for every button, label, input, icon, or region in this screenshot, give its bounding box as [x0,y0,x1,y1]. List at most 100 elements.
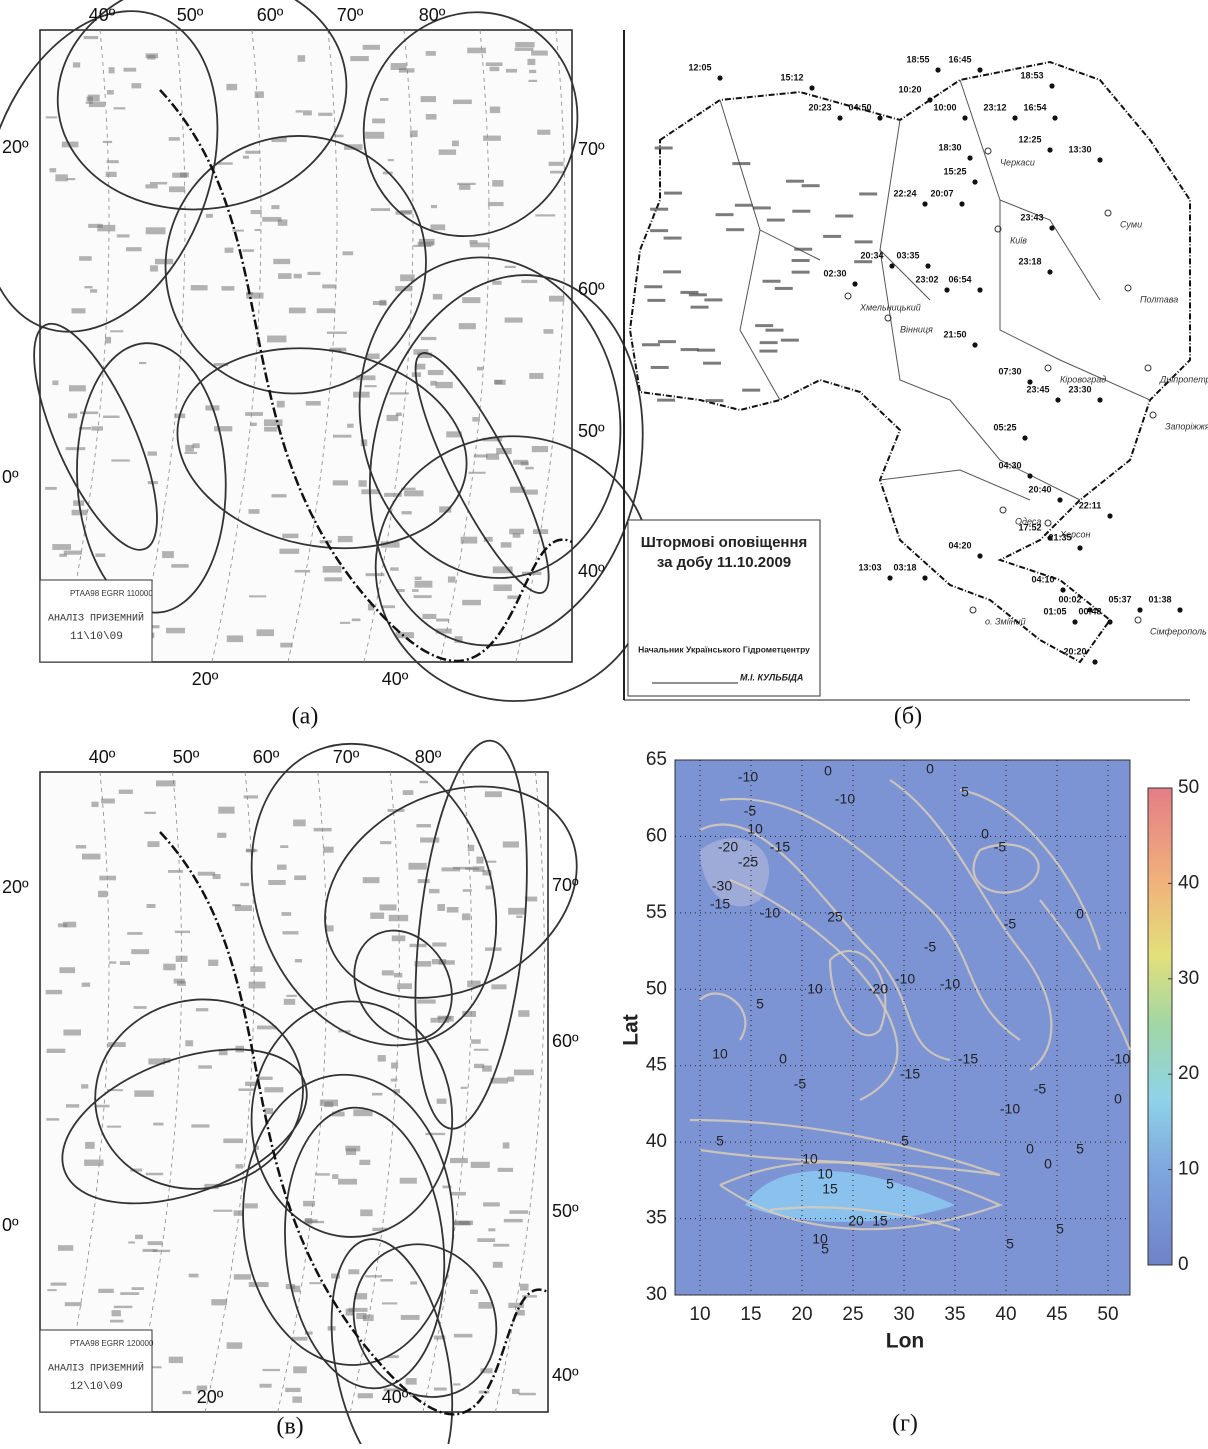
station-plot [317,308,335,313]
station-plot [114,1306,133,1308]
lat-label: 70º [552,875,579,895]
station-plot [248,509,259,514]
warning-dot [1047,269,1052,274]
contour-label: -10 [895,971,915,987]
station-plot [373,301,387,305]
station-plot [232,230,243,232]
colorbar-label: 30 [1178,968,1199,989]
station-plot [448,576,456,582]
station-plot [486,62,503,66]
city-marker [845,293,851,299]
station-plot [382,970,394,975]
warning-code [681,348,699,351]
station-plot [346,1309,354,1316]
station-plot [492,180,503,186]
warning-time: 01:05 [1043,606,1066,616]
station-plot [185,1040,193,1046]
warning-dot [1077,545,1082,550]
city-name: о. Зміїний [985,616,1026,626]
station-plot [295,959,302,962]
warning-dot [1052,115,1057,120]
y-tick-label: 35 [646,1208,667,1229]
lon-label: 40º [382,1387,409,1407]
warning-dot [977,553,982,558]
station-plot [80,411,98,414]
station-plot [162,551,174,558]
station-plot [264,419,283,426]
station-plot [454,1334,472,1338]
station-plot [84,286,92,288]
station-plot [191,1124,209,1127]
station-plot [485,791,502,797]
map-title: за добу 11.10.2009 [657,554,791,571]
warning-code [691,306,709,309]
station-plot [185,452,198,454]
station-plot [420,781,428,783]
station-plot [439,149,456,154]
warning-dot [889,263,894,268]
station-plot [479,1391,490,1394]
station-plot [518,1010,529,1017]
station-plot [81,1084,88,1088]
x-tick-label: 35 [944,1304,965,1325]
station-plot [128,1241,135,1243]
contour-label: 5 [961,784,969,800]
station-plot [340,622,350,624]
region-border [880,470,1030,500]
region-border [1000,200,1150,400]
lat-label: 20º [2,137,29,157]
station-plot [387,415,399,421]
station-plot [273,259,290,264]
station-plot [532,446,548,452]
warning-dot [959,201,964,206]
contour-label: -5 [794,1076,807,1092]
station-plot [472,417,480,422]
warning-dot [1055,397,1060,402]
contour-label: 5 [1056,1221,1064,1237]
station-plot [175,931,190,933]
station-plot [169,186,185,192]
contour-label: 0 [1076,906,1084,922]
warning-dot [809,85,814,90]
station-plot [143,1249,158,1252]
station-plot [245,151,259,154]
station-plot [471,1039,481,1043]
station-plot [58,1245,73,1251]
warning-time: 18:53 [1020,70,1043,80]
station-plot [46,990,63,994]
station-plot [213,1210,232,1212]
contour-label: 10 [712,1046,728,1062]
warning-time: 17:52 [1018,522,1041,532]
warning-time: 16:45 [948,54,971,64]
warning-code [859,192,877,195]
contour-label: -20 [868,981,888,997]
station-plot [281,912,291,916]
station-plot [529,373,543,379]
y-tick-label: 40 [646,1131,667,1152]
station-plot [474,454,488,457]
station-plot [338,536,353,542]
warning-dot [1097,157,1102,162]
station-plot [471,1162,490,1168]
station-plot [279,549,299,554]
station-plot [225,248,234,253]
station-plot [127,932,142,935]
warning-dot [852,281,857,286]
station-plot [421,96,436,102]
station-plot [323,847,334,853]
warning-dot [1177,607,1182,612]
lon-label: 40º [89,5,116,25]
station-plot [67,178,76,180]
lon-label: 50º [173,747,200,767]
station-plot [363,45,380,50]
contour-label: 20 [848,1213,864,1229]
contour-label: 15 [822,1181,838,1197]
contour-label: 10 [817,1166,833,1182]
warning-code [663,270,681,273]
contour-label: -5 [924,939,937,955]
station-plot [303,110,312,115]
station-plot [437,904,445,911]
station-plot [240,883,249,886]
station-plot [289,308,306,314]
y-tick-label: 45 [646,1055,667,1076]
